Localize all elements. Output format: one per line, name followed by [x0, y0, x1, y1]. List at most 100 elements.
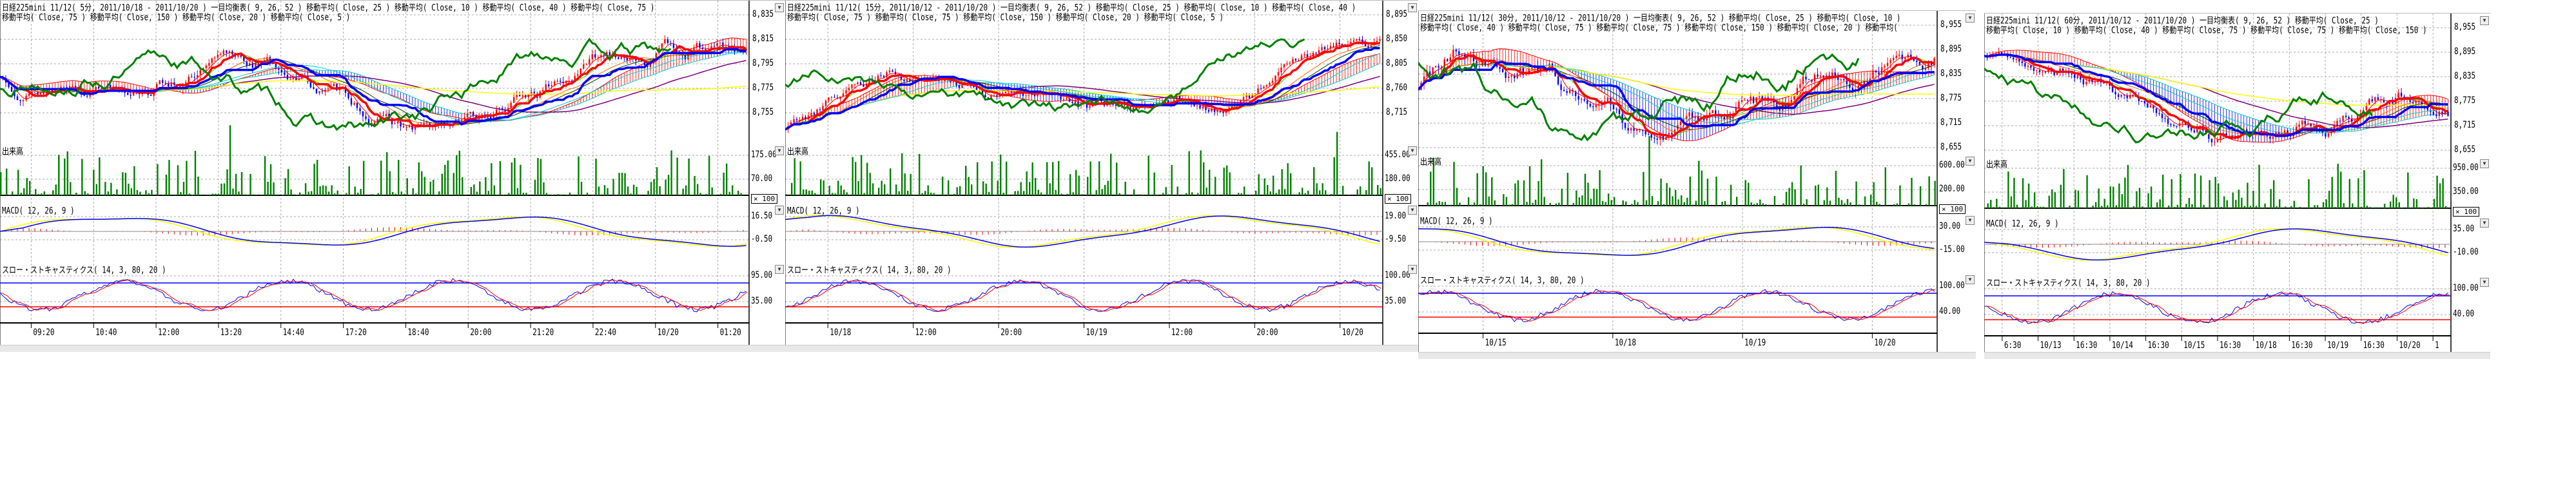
volume-bar	[852, 157, 854, 195]
panel-menu-button[interactable]: ▼	[1966, 216, 1975, 225]
panel-menu-button[interactable]: ▼	[1408, 265, 1417, 274]
panel-menu-button[interactable]: ▼	[775, 206, 784, 215]
panel-menu-button[interactable]: ▼	[1408, 206, 1417, 215]
chart-15min[interactable]: 日経225mini 11/12( 15分, 2011/10/12 - 2011/…	[785, 0, 1418, 352]
volume-bar	[32, 194, 34, 195]
volume-bar	[1229, 172, 1231, 195]
candle-body	[28, 93, 30, 96]
candle-body	[1875, 70, 1877, 73]
candle-body	[1866, 81, 1868, 82]
candle-body	[1606, 97, 1609, 101]
candle-body	[347, 92, 349, 99]
candle-body	[1659, 135, 1661, 140]
candle-body	[1992, 53, 1994, 55]
candle-body	[156, 84, 158, 91]
volume-bar	[456, 155, 458, 195]
volume-bar	[298, 192, 301, 195]
volume-bar	[232, 188, 234, 195]
volume-bar	[598, 186, 600, 195]
volume-bar	[1069, 174, 1071, 195]
panel-menu-button[interactable]: ▼	[775, 3, 784, 12]
volume-bar	[1934, 180, 1936, 206]
horizontal-scrollbar[interactable]	[1984, 352, 2490, 359]
horizontal-scrollbar[interactable]	[1418, 352, 1976, 359]
candle-body	[2033, 67, 2035, 71]
volume-bar	[2340, 171, 2342, 208]
volume-bar	[1046, 162, 1048, 195]
price-tick: 8,895	[1386, 8, 1408, 19]
volume-bar	[1811, 205, 1813, 206]
candle-body	[701, 48, 704, 49]
panel-menu-button[interactable]: ▼	[2480, 218, 2489, 228]
volume-bar	[1911, 177, 1913, 206]
panel-menu-button[interactable]: ▼	[1408, 3, 1417, 12]
x-axis-label: 20:00	[1000, 327, 1022, 338]
candle-body	[423, 122, 425, 127]
candle-body	[1176, 96, 1178, 100]
volume-bar	[2235, 200, 2237, 208]
volume-bar	[447, 160, 449, 195]
candle-body	[1633, 128, 1635, 131]
candle-body	[1335, 43, 1338, 46]
panel-menu-button[interactable]: ▼	[2480, 16, 2489, 25]
volume-bar	[182, 182, 185, 195]
candle-body	[1004, 92, 1007, 93]
chart-title-line: 日経225mini 11/12( 5分, 2011/10/18 - 2011/1…	[2, 3, 655, 14]
panel-menu-button[interactable]: ▼	[2480, 278, 2489, 287]
candle-body	[1572, 90, 1574, 92]
volume-bar	[522, 193, 525, 195]
volume-bar	[220, 183, 222, 195]
panel-menu-button[interactable]: ▼	[775, 146, 784, 155]
volume-bar	[1000, 154, 1002, 195]
volume-bar	[424, 177, 425, 195]
volume-bar	[725, 163, 728, 195]
volume-bar	[453, 173, 455, 195]
volume-bar	[2103, 199, 2105, 208]
panel-menu-button[interactable]: ▼	[1408, 146, 1417, 155]
candle-body	[2196, 128, 2198, 133]
panel-menu-button[interactable]: ▼	[1966, 14, 1975, 23]
volume-panel-label: 出来高	[2, 146, 23, 157]
volume-bar	[124, 172, 127, 195]
x-axis-label: 21:20	[532, 327, 554, 338]
chart-30min[interactable]: 日経225mini 11/12( 30分, 2011/10/12 - 2011/…	[1418, 10, 1976, 359]
volume-bar	[2042, 206, 2044, 208]
volume-bar	[2276, 206, 2278, 208]
volume-bar	[1607, 193, 1610, 206]
candle-body	[2432, 112, 2435, 115]
volume-bar	[95, 184, 98, 195]
volume-bar	[2156, 202, 2158, 208]
price-tick: 8,805	[1386, 57, 1408, 68]
candle-body	[1635, 129, 1638, 131]
panel-menu-button[interactable]: ▼	[1966, 275, 1975, 284]
panel-menu-button[interactable]: ▼	[775, 265, 784, 274]
stoch-panel-label: スロー・ストキャスティクス( 14, 3, 80, 20 )	[787, 265, 951, 276]
volume-bar	[933, 193, 935, 195]
volume-bar	[1869, 194, 1872, 206]
x-axis-label: 10/19	[1086, 327, 1107, 338]
volume-bar	[632, 184, 635, 195]
candle-body	[1318, 50, 1320, 53]
panel-menu-button[interactable]: ▼	[2480, 159, 2489, 168]
x-axis-label: 14:40	[282, 327, 304, 338]
volume-bar	[2036, 206, 2038, 208]
volume-bar	[1663, 204, 1665, 206]
panel-menu-button[interactable]: ▼	[1966, 157, 1975, 166]
chart-5min[interactable]: 日経225mini 11/12( 5分, 2011/10/18 - 2011/1…	[0, 0, 785, 352]
volume-bar	[1832, 204, 1834, 206]
candle-body	[1207, 110, 1210, 112]
volume-bar	[1913, 204, 1916, 206]
volume-bar	[1534, 199, 1537, 206]
candle-body	[208, 63, 210, 66]
horizontal-scrollbar[interactable]	[785, 345, 1418, 352]
volume-bar	[2188, 198, 2191, 208]
volume-bar	[1701, 170, 1703, 206]
candle-body	[961, 85, 963, 88]
candle-body	[193, 77, 195, 78]
candle-body	[851, 84, 853, 88]
chart-60min[interactable]: 日経225mini 11/12( 60分, 2011/10/12 - 2011/…	[1984, 13, 2490, 359]
volume-bar	[557, 194, 560, 195]
candle-body	[14, 92, 15, 97]
horizontal-scrollbar[interactable]	[0, 345, 785, 352]
volume-bar	[1876, 202, 1878, 206]
